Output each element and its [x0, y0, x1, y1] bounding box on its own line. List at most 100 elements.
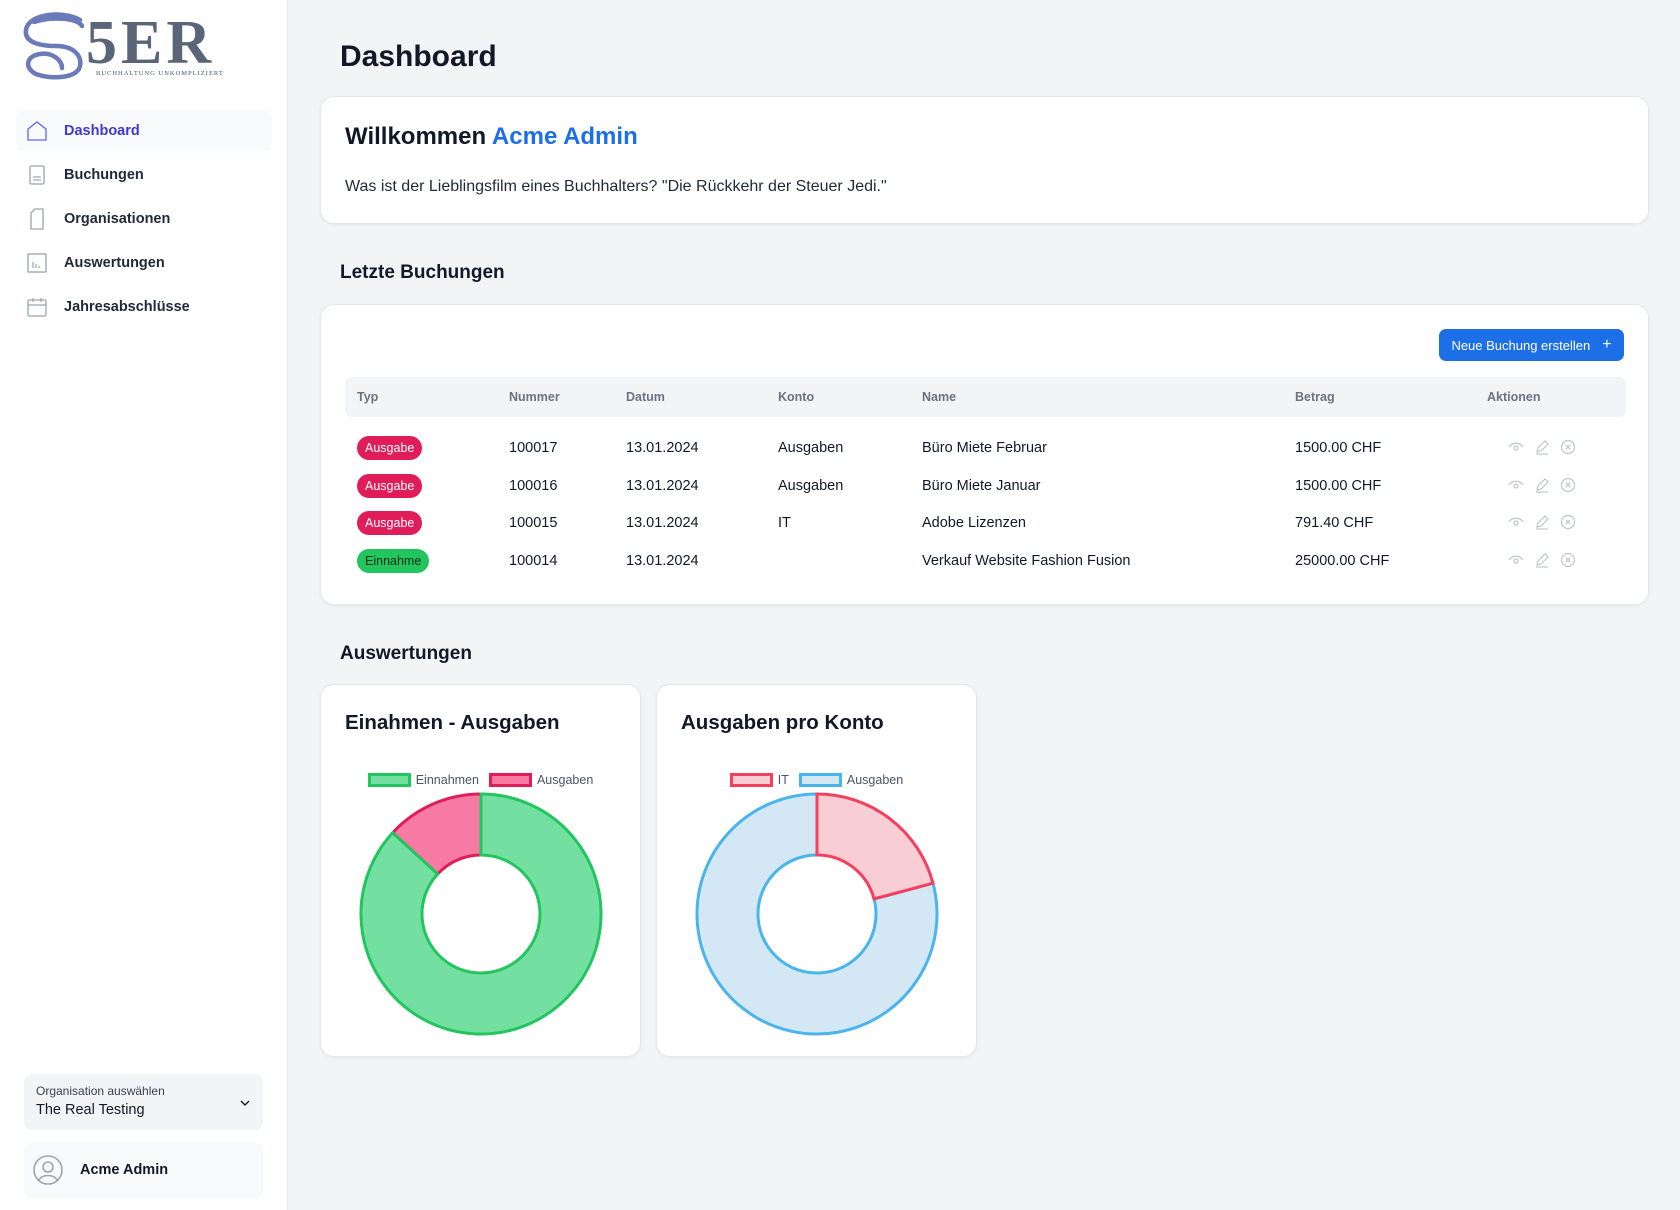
pencil-icon[interactable]: [1533, 476, 1551, 494]
cell-name: Verkauf Website Fashion Fusion: [922, 552, 1131, 569]
main-content: Dashboard Willkommen Acme Admin Was ist …: [288, 0, 1680, 1210]
row-actions: [1507, 438, 1577, 456]
organisation-select-caption: Organisation auswählen: [36, 1084, 165, 1098]
type-badge: Ausgabe: [357, 473, 423, 498]
sidebar-item-organisationen[interactable]: Organisationen: [16, 198, 272, 239]
table-row[interactable]: Einnahme 100014 13.01.2024 Verkauf Website …: [345, 541, 1626, 581]
sidebar-item-label: Dashboard: [64, 122, 140, 139]
donut-slice-it[interactable]: [815, 792, 935, 901]
sidebar-item-label: Organisationen: [64, 210, 171, 227]
close-circle-icon[interactable]: [1559, 476, 1577, 494]
sidebar-item-label: Auswertungen: [64, 254, 165, 271]
cell-number: 100015: [509, 515, 558, 531]
sidebar-item-auswertungen[interactable]: Auswertungen: [16, 242, 272, 283]
book-icon: [26, 164, 48, 186]
cell-number: 100016: [509, 477, 558, 494]
plus-icon: +: [1602, 336, 1612, 353]
legend-swatch: [798, 773, 842, 787]
row-actions: [1507, 476, 1577, 494]
close-circle-icon[interactable]: [1559, 438, 1577, 456]
legend-label: Einnahmen: [415, 773, 479, 787]
organisation-select[interactable]: Organisation auswählen The Real Testing: [24, 1074, 263, 1130]
legend-item-it[interactable]: IT: [729, 773, 789, 787]
legend-swatch: [729, 773, 773, 787]
chart-card-expenses-per-account: Ausgaben pro Konto IT Ausgaben: [656, 684, 977, 1057]
eye-icon[interactable]: [1507, 551, 1525, 569]
eye-icon[interactable]: [1507, 513, 1525, 531]
welcome-card: Willkommen Acme Admin Was ist der Liebli…: [320, 96, 1649, 224]
sidebar-item-dashboard[interactable]: Dashboard: [16, 110, 272, 151]
table-row[interactable]: Ausgabe 100015 13.01.2024 IT Adobe Lizenzen 7…: [345, 503, 1626, 543]
table-header: Typ Nummer Datum Konto Name Betrag Aktio…: [345, 377, 1626, 417]
donut-chart: [359, 792, 603, 1036]
organisation-select-value: The Real Testing: [36, 1102, 145, 1118]
legend-item-ausgaben[interactable]: Ausgaben: [798, 773, 904, 787]
welcome-user-name: Acme Admin: [491, 123, 638, 150]
sidebar: 5ER BUCHHALTUNG UNKOMPLIZIERT Dashboard …: [0, 0, 288, 1210]
legend-label: Ausgaben: [536, 773, 594, 787]
brand-logo[interactable]: 5ER: [22, 9, 242, 82]
brand-tagline: BUCHHALTUNG UNKOMPLIZIERT: [96, 70, 224, 77]
legend-swatch: [367, 773, 411, 787]
legend-label: Ausgaben: [846, 773, 904, 787]
row-actions: [1507, 551, 1577, 569]
cell-date: 13.01.2024: [626, 477, 699, 494]
legend-swatch: [488, 773, 532, 787]
type-badge: Ausgabe: [357, 511, 423, 535]
chevron-down-icon: [239, 1096, 251, 1114]
welcome-joke: Was ist der Lieblingsfilm eines Buchhalt…: [345, 178, 887, 195]
user-name: Acme Admin: [80, 1162, 169, 1178]
row-actions: [1507, 513, 1577, 531]
page-title: Dashboard: [340, 40, 497, 73]
close-circle-icon[interactable]: [1559, 551, 1577, 569]
cell-account: Ausgaben: [778, 477, 844, 494]
pencil-icon[interactable]: [1533, 513, 1551, 531]
legend-item-einnahmen[interactable]: Einnahmen: [367, 773, 479, 787]
legend-label: IT: [777, 773, 789, 787]
building-icon: [26, 207, 48, 230]
sidebar-item-buchungen[interactable]: Buchungen: [16, 154, 272, 195]
table-row[interactable]: Ausgabe 100016 13.01.2024 Ausgaben Büro Miet…: [345, 466, 1626, 506]
new-booking-button-label: Neue Buchung erstellen: [1451, 337, 1591, 353]
cell-amount: 1500.00 CHF: [1295, 477, 1382, 494]
table-row[interactable]: Ausgabe 100017 13.01.2024 Ausgaben Büro Miet…: [345, 428, 1626, 468]
donut-slice-ausgaben[interactable]: [695, 792, 939, 1036]
cell-amount: 791.40 CHF: [1295, 515, 1374, 531]
cell-amount: 25000.00 CHF: [1295, 552, 1390, 569]
cell-date: 13.01.2024: [626, 440, 699, 456]
section-title-reports: Auswertungen: [340, 643, 472, 664]
column-header-datum: Datum: [626, 390, 665, 404]
column-header-name: Name: [922, 390, 957, 404]
cell-amount: 1500.00 CHF: [1295, 440, 1382, 456]
pencil-icon[interactable]: [1533, 438, 1551, 456]
cell-account: Ausgaben: [778, 440, 844, 456]
legend-item-ausgaben[interactable]: Ausgaben: [488, 773, 594, 787]
new-booking-button[interactable]: Neue Buchung erstellen +: [1439, 329, 1624, 361]
cell-date: 13.01.2024: [626, 515, 699, 531]
chart-card-income-expenses: Einahmen - Ausgaben Einnahmen Ausgaben: [320, 684, 641, 1057]
pencil-icon[interactable]: [1533, 551, 1551, 569]
chart-bar-icon: [26, 252, 48, 274]
user-profile[interactable]: Acme Admin: [24, 1142, 263, 1198]
column-header-typ: Typ: [357, 390, 379, 404]
sidebar-nav: Dashboard Buchungen Organisationen Auswe…: [16, 110, 272, 330]
avatar-icon: [32, 1154, 64, 1186]
sidebar-item-label: Buchungen: [64, 166, 144, 183]
sidebar-item-label: Jahresabschlüsse: [64, 298, 190, 315]
donut-slice-einnahmen[interactable]: [359, 792, 603, 1036]
column-header-aktionen: Aktionen: [1487, 390, 1541, 404]
close-circle-icon[interactable]: [1559, 513, 1577, 531]
sidebar-item-jahresabschluesse[interactable]: Jahresabschlüsse: [16, 286, 272, 327]
cell-name: Büro Miete Februar: [922, 440, 1047, 456]
cell-number: 100014: [509, 552, 558, 569]
eye-icon[interactable]: [1507, 476, 1525, 494]
eye-icon[interactable]: [1507, 438, 1525, 456]
cell-account: IT: [778, 515, 791, 531]
chart-legend: Einnahmen Ausgaben: [321, 773, 640, 787]
cell-name: Büro Miete Januar: [922, 477, 1041, 494]
type-badge: Ausgabe: [357, 436, 423, 460]
type-badge: Einnahme: [357, 548, 430, 573]
chart-title: Ausgaben pro Konto: [681, 711, 884, 734]
cell-number: 100017: [509, 440, 558, 456]
chart-legend: IT Ausgaben: [657, 773, 976, 787]
